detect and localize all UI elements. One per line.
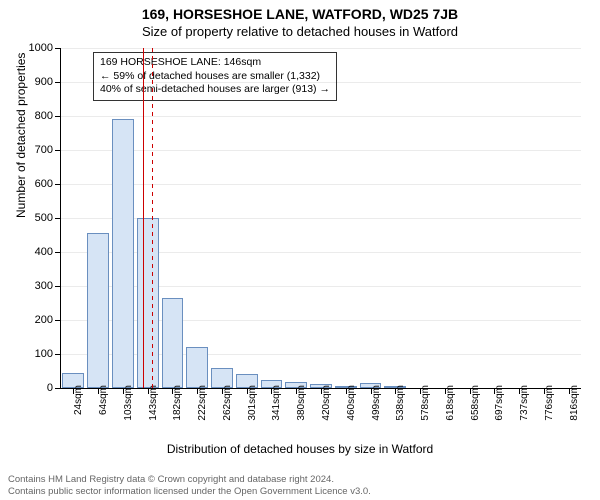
y-tick-label: 500: [35, 212, 61, 224]
x-tick-label: 697sqm: [494, 385, 505, 421]
histogram-bar: [137, 218, 159, 388]
x-tick-label: 578sqm: [420, 385, 431, 421]
marker-line: [143, 48, 144, 388]
y-tick-label: 0: [47, 382, 61, 394]
x-tick-label: 776sqm: [544, 385, 555, 421]
x-tick-label: 182sqm: [172, 385, 183, 421]
y-tick-label: 1000: [29, 42, 61, 54]
y-tick-label: 900: [35, 76, 61, 88]
y-tick-label: 800: [35, 110, 61, 122]
subtitle: Size of property relative to detached ho…: [0, 22, 600, 39]
x-tick-label: 262sqm: [222, 385, 233, 421]
x-tick-label: 64sqm: [98, 385, 109, 415]
y-axis-title: Number of detached properties: [14, 53, 28, 218]
annotation-line3: 40% of semi-detached houses are larger (…: [100, 83, 330, 97]
x-tick-label: 460sqm: [346, 385, 357, 421]
y-tick-label: 600: [35, 178, 61, 190]
address-title: 169, HORSESHOE LANE, WATFORD, WD25 7JB: [0, 0, 600, 22]
y-tick-label: 200: [35, 314, 61, 326]
histogram-bar: [162, 298, 184, 388]
x-tick-label: 380sqm: [296, 385, 307, 421]
y-tick-label: 300: [35, 280, 61, 292]
footer-line2: Contains public sector information licen…: [8, 486, 592, 498]
histogram-bar: [186, 347, 208, 388]
x-tick-label: 538sqm: [395, 385, 406, 421]
y-tick-label: 400: [35, 246, 61, 258]
x-tick-label: 103sqm: [123, 385, 134, 421]
annotation-line1: 169 HORSESHOE LANE: 146sqm: [100, 56, 330, 70]
footer-line1: Contains HM Land Registry data © Crown c…: [8, 474, 592, 486]
x-tick-label: 341sqm: [271, 385, 282, 421]
x-tick-label: 301sqm: [247, 385, 258, 421]
annotation-box: 169 HORSESHOE LANE: 146sqm ← 59% of deta…: [93, 52, 337, 101]
histogram-bar: [112, 119, 134, 388]
x-axis-title: Distribution of detached houses by size …: [0, 442, 600, 456]
chart-container: 169, HORSESHOE LANE, WATFORD, WD25 7JB S…: [0, 0, 600, 500]
x-tick-label: 816sqm: [569, 385, 580, 421]
x-tick-label: 737sqm: [519, 385, 530, 421]
x-tick-label: 618sqm: [445, 385, 456, 421]
x-tick-label: 24sqm: [73, 385, 84, 415]
y-tick-label: 700: [35, 144, 61, 156]
footer: Contains HM Land Registry data © Crown c…: [8, 474, 592, 498]
x-tick-label: 658sqm: [470, 385, 481, 421]
x-tick-label: 143sqm: [148, 385, 159, 421]
plot-area: 169 HORSESHOE LANE: 146sqm ← 59% of deta…: [60, 48, 581, 389]
y-tick-label: 100: [35, 348, 61, 360]
x-tick-label: 420sqm: [321, 385, 332, 421]
marker-line-dash: [152, 48, 153, 388]
x-tick-label: 222sqm: [197, 385, 208, 421]
histogram-bar: [87, 233, 109, 388]
x-tick-label: 499sqm: [371, 385, 382, 421]
